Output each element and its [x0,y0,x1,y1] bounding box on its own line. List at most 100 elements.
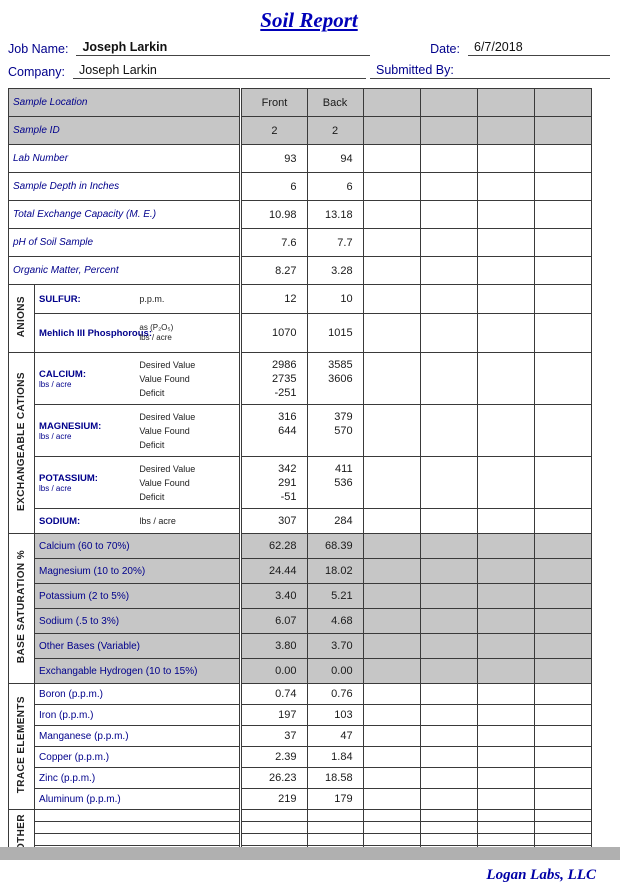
soil-report-table: Sample Location Front Back Sample ID 2 2… [7,88,593,858]
empty-label-cell [34,821,242,834]
value-front: 0.00 [239,658,308,684]
empty-cell [476,608,535,634]
value-back: 5.21 [306,583,364,609]
value-back: 1.84 [306,746,364,768]
empty-cell [533,558,593,584]
potassium-unit: lbs / acre [39,483,72,493]
table-row: ANIONS SULFUR: p.p.m. 12 10 [7,284,593,353]
section-exchangeable-cations: EXCHANGEABLE CATIONS [7,352,36,534]
section-trace-elements: TRACE ELEMENTS [7,683,36,810]
table-row: Organic Matter, Percent 8.27 3.28 [7,256,593,285]
table-row: TRACE ELEMENTS Boron (p.p.m.) 0.74 0.76 [7,683,593,810]
value: 379 [334,410,353,423]
value-back: 18.58 [306,767,364,789]
calcium-name: CALCIUM: [39,368,86,380]
empty-cell [362,200,421,229]
value: 316 [278,410,297,423]
empty-cell [419,172,478,201]
sodium-unit: lbs / acre [139,516,176,526]
empty-cell [362,821,421,834]
empty-cell [362,608,421,634]
empty-cell [476,558,535,584]
sub-label-deficit: Deficit [139,439,165,450]
value-back: 68.39 [306,533,364,559]
empty-cell [419,88,478,117]
date-label: Date: [430,42,460,56]
empty-cell [419,144,478,173]
table-row: pH of Soil Sample 7.6 7.7 [7,228,593,257]
empty-cell [533,821,593,834]
table-row [9,821,593,834]
empty-cell [476,456,535,509]
empty-cell [476,284,535,314]
value: 644 [278,424,297,437]
row-label-iron: Iron (p.p.m.) [34,704,242,726]
empty-cell [476,704,535,726]
empty-cell [533,172,593,201]
empty-cell [533,508,593,534]
job-name-value: Joseph Larkin [76,40,371,56]
empty-cell [239,809,308,822]
value-back: 3.28 [306,256,364,285]
row-label-bs-calcium: Calcium (60 to 70%) [34,533,242,559]
magnesium-unit: lbs / acre [39,431,72,441]
empty-cell [362,508,421,534]
footer: Logan Labs, LLC [8,858,610,884]
company-value: Joseph Larkin [72,63,366,79]
table-row: Exchangable Hydrogen (10 to 15%) 0.00 0.… [9,658,593,684]
empty-cell [476,172,535,201]
value-front: 24.44 [239,558,308,584]
value: -51 [280,490,297,503]
empty-cell [533,116,593,145]
row-label-zinc: Zinc (p.p.m.) [34,767,242,789]
section-base-saturation: BASE SATURATION % [7,533,36,684]
table-row: MAGNESIUM: lbs / acre Desired Value Valu… [9,404,593,457]
date-value: 6/7/2018 [468,40,610,56]
row-label-manganese: Manganese (p.p.m.) [34,725,242,747]
sulfur-unit: p.p.m. [139,294,165,304]
empty-cell [419,788,478,810]
empty-cell [533,456,593,509]
value-front: 316 644 [239,404,308,457]
empty-cell [476,788,535,810]
company-label: Company: [8,65,65,79]
empty-cell [533,256,593,285]
row-label-potassium: POTASSIUM: lbs / acre Desired Value Valu… [34,456,242,509]
value-back: 1015 [306,313,364,353]
empty-cell [476,583,535,609]
empty-cell [476,821,535,834]
empty-cell [419,456,478,509]
value-back: 0.76 [306,683,364,705]
value: 2986 [272,358,297,371]
empty-cell [362,833,421,846]
magnesium-name: MAGNESIUM: [39,420,102,432]
table-row: POTASSIUM: lbs / acre Desired Value Valu… [9,456,593,509]
empty-cell [362,704,421,726]
sub-label-deficit: Deficit [139,387,165,398]
table-row: BASE SATURATION % Calcium (60 to 70%) 62… [7,533,593,684]
sub-label-desired: Desired Value [139,463,196,474]
table-row: Sample Location Front Back [7,88,593,117]
empty-cell [362,228,421,257]
empty-cell [476,683,535,705]
empty-cell [533,746,593,768]
empty-cell [533,88,593,117]
value-back: 284 [306,508,364,534]
empty-cell [306,809,364,822]
value: 2735 [272,372,297,385]
empty-cell [533,533,593,559]
empty-cell [419,809,478,822]
value-back: 103 [306,704,364,726]
empty-cell [419,683,478,705]
value-back: 47 [306,725,364,747]
empty-cell [362,558,421,584]
table-row: Other Bases (Variable) 3.80 3.70 [9,633,593,659]
empty-label-cell [34,809,242,822]
empty-cell [533,144,593,173]
empty-cell [419,352,478,405]
value-front: 2 [239,116,308,145]
section-base-saturation-label: BASE SATURATION % [16,550,28,664]
value-front: 62.28 [239,533,308,559]
value-front: 342 291 -51 [239,456,308,509]
sodium-name: SODIUM: [39,515,81,527]
